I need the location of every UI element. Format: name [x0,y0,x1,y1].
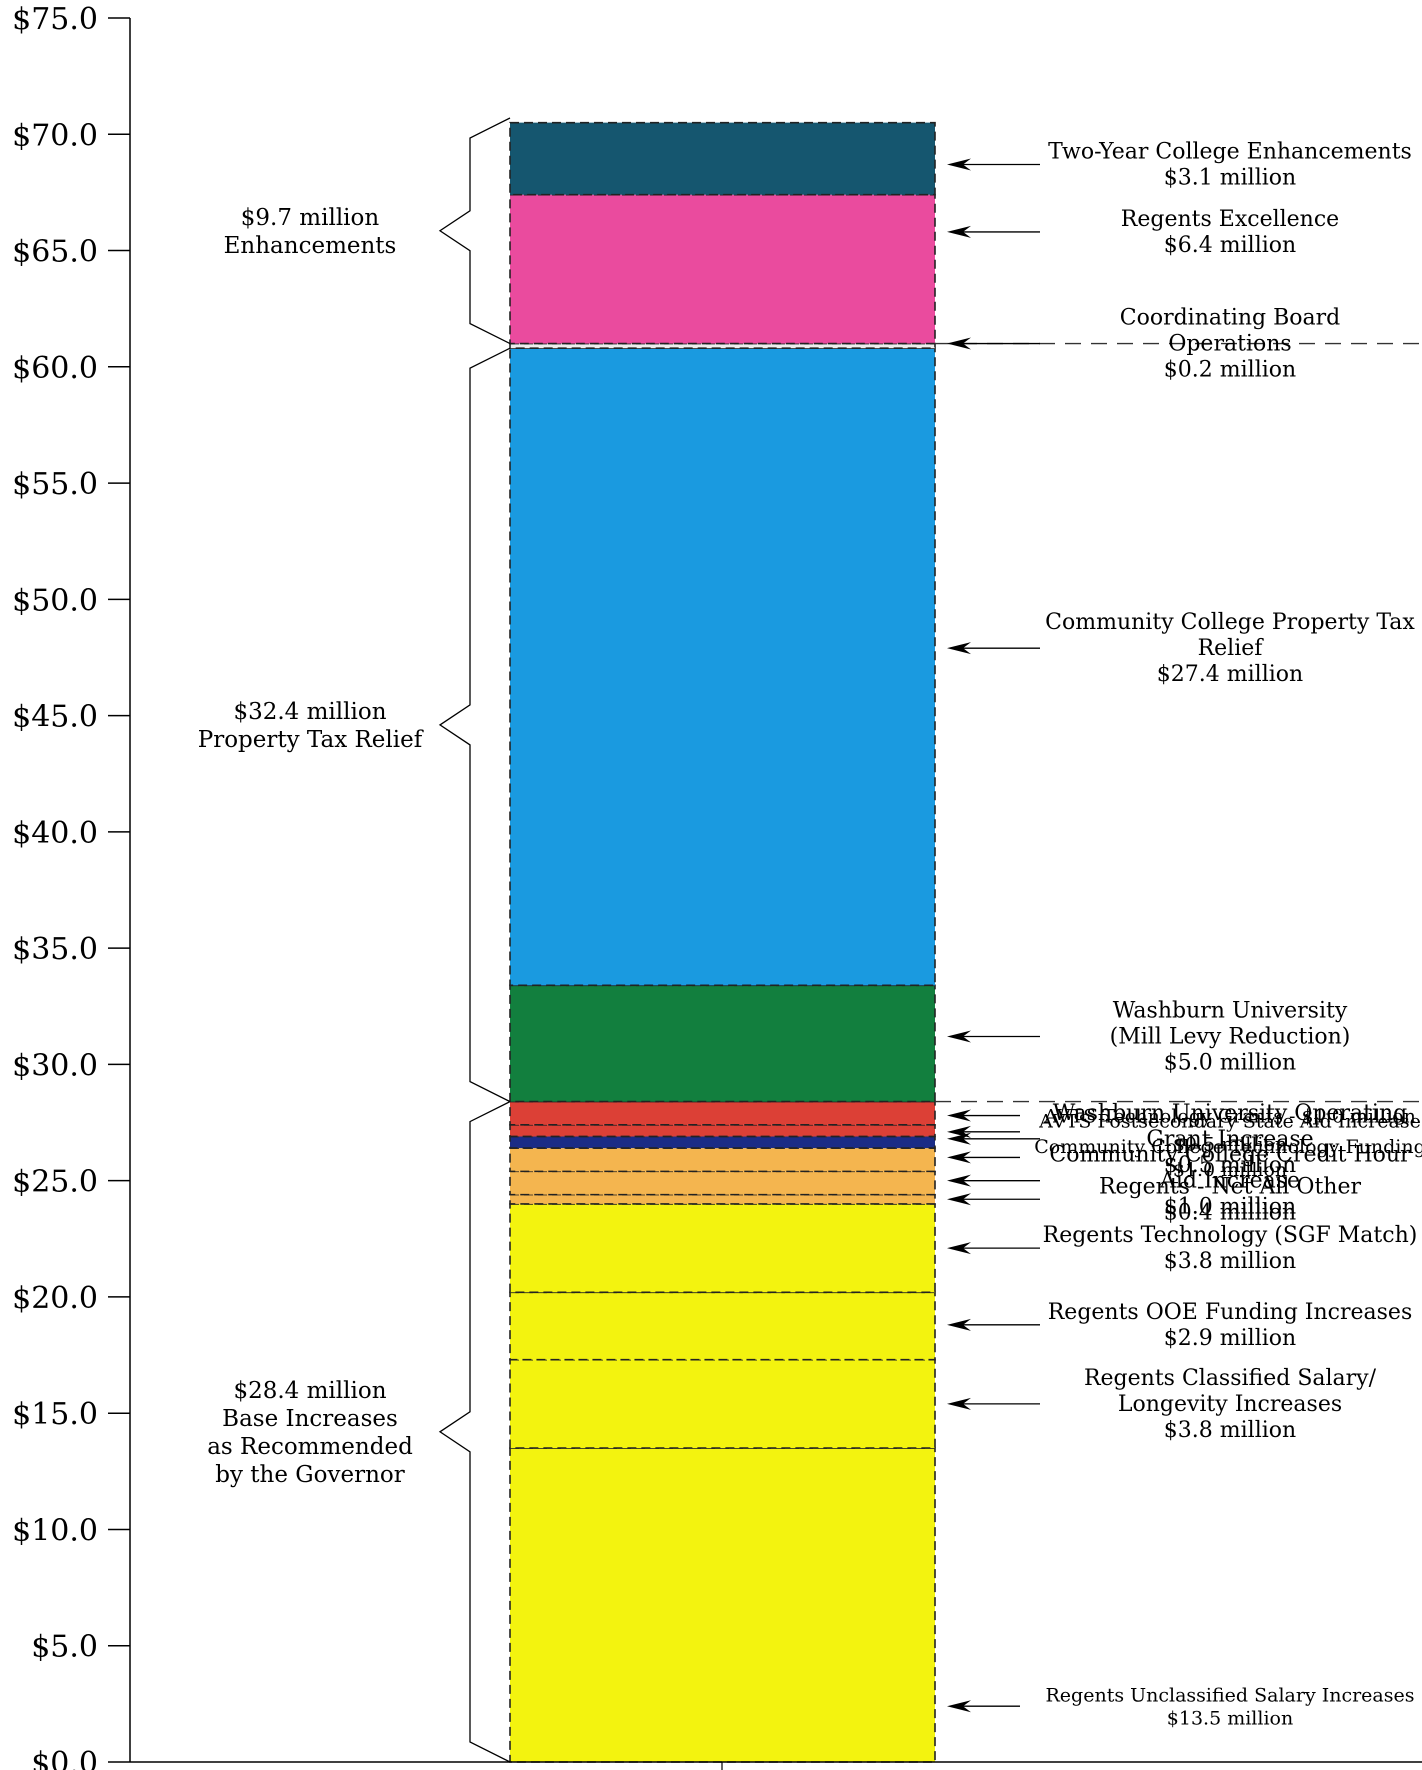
arrow-head-icon [947,158,971,171]
annotation-label: $3.1 million [1164,165,1296,190]
group-label: by the Governor [215,1462,404,1488]
annotation-label: Operations [1168,332,1291,357]
annotation-label: $0.2 million [1164,358,1296,383]
bar-segment-1 [509,1447,936,1763]
bar-segment-6 [509,1170,936,1196]
arrow-head-icon [947,1700,971,1713]
y-tick-label: $70.0 [12,118,98,153]
group-label: Base Increases [222,1406,398,1432]
arrow-head-icon [947,1397,971,1410]
annotation-label: $0.5 million [1173,1133,1287,1155]
annotation-label: $2.9 million [1164,1326,1296,1351]
y-tick-label: $35.0 [12,932,98,967]
y-tick-label: $0.0 [31,1746,98,1770]
y-tick-label: $45.0 [12,700,98,735]
annotation-label: Aid Increase [1159,1169,1300,1194]
annotation-label: Longevity Increases [1118,1392,1342,1417]
bar-segment-3 [509,1291,936,1361]
y-tick-label: $75.0 [12,2,98,37]
annotation-label: Two-Year College Enhancements [1048,139,1412,164]
bar-segment-12 [509,347,936,987]
y-tick-label: $5.0 [31,1630,98,1665]
arrow-head-icon [947,1109,971,1122]
annotation-label: $1.0 million [1164,1195,1296,1220]
annotation-label: Community College Technology Funding [1034,1136,1422,1158]
arrow-head-icon [947,1030,971,1043]
group-brace-1 [438,117,511,345]
annotation-label: $0.5 million [1164,1153,1296,1178]
bar-segment-8 [509,1135,936,1149]
bar-segment-11 [509,984,936,1103]
group-label: as Recommended [207,1434,413,1460]
arrow-head-icon [947,1193,971,1206]
y-tick-label: $65.0 [12,235,98,270]
annotation-label: Community College Property Tax [1045,610,1415,635]
annotation-label: $13.5 million [1167,1708,1293,1730]
arrow-head-icon [947,1242,971,1255]
arrow-head-icon [947,1318,971,1331]
annotation-label: $1.0 million [1173,1159,1287,1181]
arrow-head-icon [947,1174,971,1187]
annotation-label: Washburn University [1113,998,1348,1023]
annotation-label: Regents Classified Salary/ [1084,1366,1377,1391]
group-label: $28.4 million [233,1378,386,1404]
annotation-label: $27.4 million [1157,662,1303,687]
y-tick-label: $30.0 [12,1048,98,1083]
bar-segment-7 [509,1147,936,1173]
arrow-head-icon [947,642,971,655]
y-tick-label: $60.0 [12,351,98,386]
arrow-head-icon [947,225,971,238]
bar-segment-5 [509,1193,936,1205]
group-label: Property Tax Relief [198,727,424,753]
annotation-label: Coordinating Board [1120,306,1341,331]
bar-segment-14 [509,193,936,345]
annotation-label: $6.4 million [1164,233,1296,258]
annotation-label: $3.8 million [1164,1418,1296,1443]
annotation-label: Regents - Net All Other [1099,1174,1362,1199]
annotation-label: (Mill Levy Reduction) [1110,1024,1351,1049]
y-tick-label: $25.0 [12,1165,98,1200]
annotation-label: Regents OOE Funding Increases [1048,1300,1413,1325]
annotation-label: AVTS Technology Grants - $1.0 million [1043,1106,1416,1128]
bar-segment-9 [509,1124,936,1138]
annotation-label: $3.8 million [1164,1249,1296,1274]
group-label: Enhancements [224,233,397,259]
y-tick-label: $55.0 [12,467,98,502]
annotation-label: Community College Credit Hour [1049,1143,1411,1168]
group-label: $32.4 million [233,699,386,725]
bar-segment-10 [509,1100,936,1126]
annotation-label: Relief [1198,636,1265,661]
annotation-label: $0.4 million [1164,1200,1296,1225]
bar-segment-2 [509,1358,936,1449]
annotation-label: Grant Increase [1146,1127,1313,1152]
group-brace-2 [438,347,511,1103]
arrow-head-icon [947,1132,971,1145]
y-tick-label: $40.0 [12,816,98,851]
y-tick-label: $10.0 [12,1513,98,1548]
arrow-head-icon [947,337,971,350]
group-brace-3 [438,1101,511,1763]
y-tick-label: $20.0 [12,1281,98,1316]
annotation-label: Regents Unclassified Salary Increases [1046,1685,1415,1707]
annotation-label: Regents Excellence [1121,207,1339,232]
annotation-label: Regents Technology (SGF Match) [1043,1223,1418,1248]
bar-segment-4 [509,1203,936,1294]
annotation-label: AVTS Postsecondary State Aid Increase [1038,1110,1421,1132]
y-tick-label: $15.0 [12,1397,98,1432]
bar-segment-15 [509,121,936,196]
annotation-label: Washburn University Operating [1053,1101,1407,1126]
group-label: $9.7 million [241,205,380,231]
y-tick-label: $50.0 [12,583,98,618]
arrow-head-icon [947,1151,971,1164]
annotation-label: $5.0 million [1164,1050,1296,1075]
